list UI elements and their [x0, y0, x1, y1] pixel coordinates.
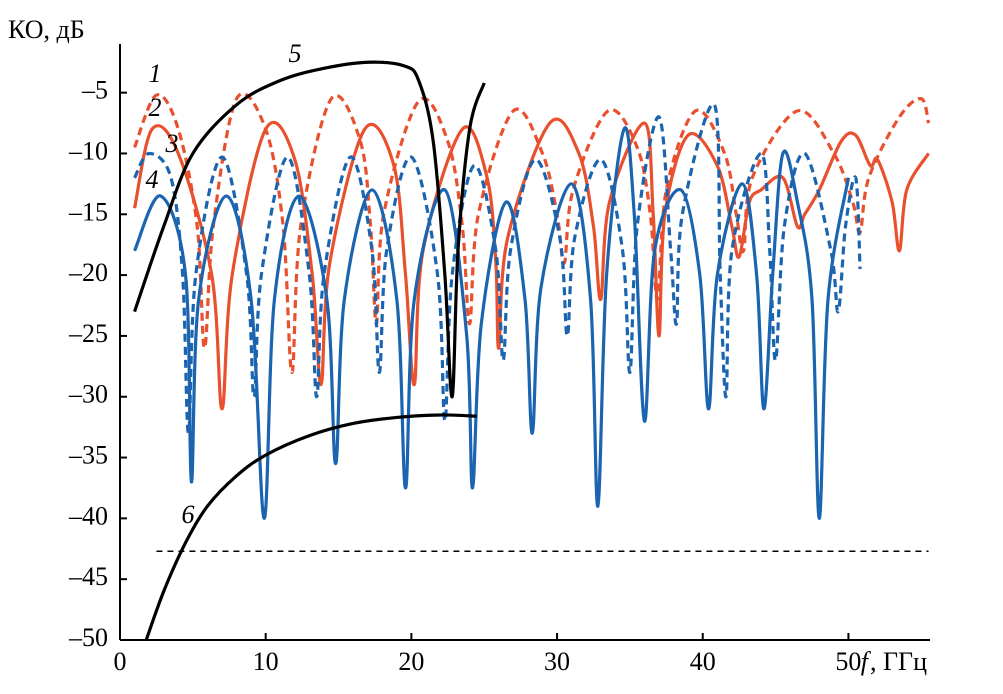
x-tick-label: 30: [544, 647, 570, 676]
y-axis-label: КО, дБ: [8, 15, 85, 44]
y-tick-label: –10: [68, 136, 108, 165]
series-label: 1: [149, 59, 162, 88]
series-line: [146, 415, 477, 640]
y-tick-label: –20: [68, 258, 108, 287]
x-tick-label: 40: [690, 647, 716, 676]
y-tick-label: –15: [68, 197, 108, 226]
series-label: 4: [146, 165, 159, 194]
series-line: [135, 62, 485, 397]
y-tick-label: –35: [68, 441, 108, 470]
series-label: 5: [289, 39, 302, 68]
x-axis-unit: , ГГц: [870, 647, 927, 676]
y-tick-label: –25: [68, 319, 108, 348]
y-tick-label: –5: [81, 76, 108, 105]
y-tick-label: –45: [68, 562, 108, 591]
series-label: 3: [165, 129, 179, 158]
x-tick-label: 50: [835, 647, 861, 676]
x-tick-label: 0: [114, 647, 127, 676]
chart: КО, дБ f , ГГц –5–10–15–20–25–30–35–40–4…: [0, 0, 1003, 694]
series-label: 2: [149, 93, 162, 122]
series-line: [135, 128, 849, 519]
series-label: 6: [182, 500, 195, 529]
x-tick-label: 20: [398, 647, 424, 676]
y-tick-label: –40: [68, 501, 108, 530]
x-tick-label: 10: [253, 647, 279, 676]
y-tick-label: –50: [68, 623, 108, 652]
page: КО, дБ f , ГГц –5–10–15–20–25–30–35–40–4…: [0, 0, 1003, 694]
y-tick-label: –30: [68, 380, 108, 409]
